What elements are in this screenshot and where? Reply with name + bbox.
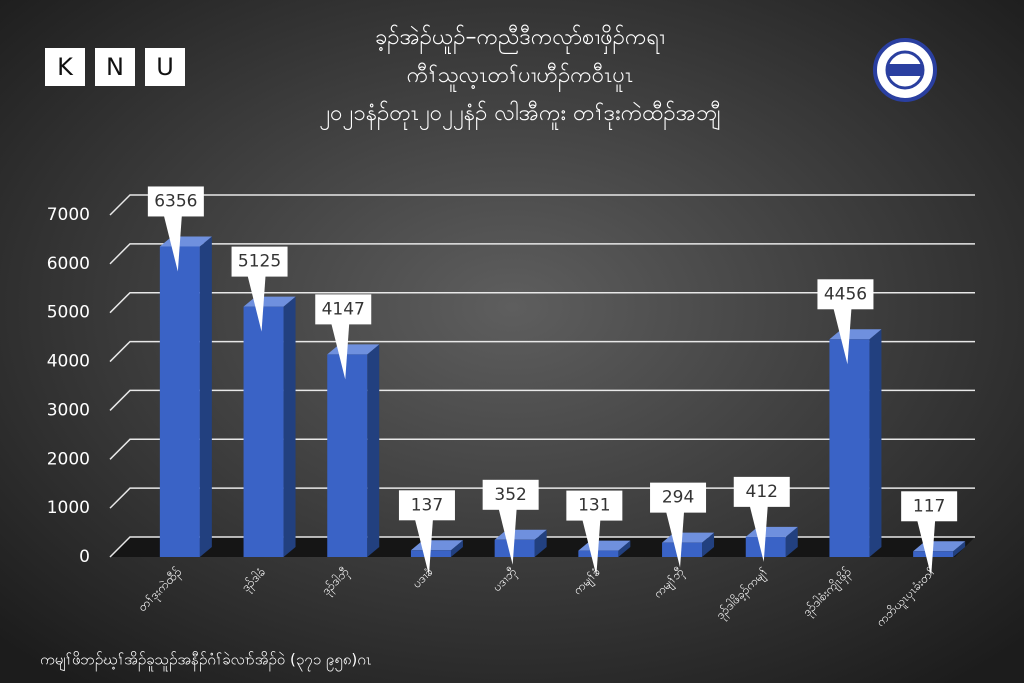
label-pointer — [666, 511, 685, 568]
label-box — [733, 476, 790, 507]
bar-front — [327, 354, 368, 557]
chart-title: ၂၀၂၁နံၣ်တုၤ၂၀၂၂နံၣ် လါအီကူး တၢ်ဒုးကဲထီၣ်… — [319, 100, 720, 130]
bar-front — [662, 542, 703, 557]
label-box — [817, 279, 874, 310]
bar-front — [829, 339, 870, 557]
bar-front — [410, 550, 451, 557]
bar-side — [199, 236, 212, 558]
bar-side — [953, 541, 966, 557]
y-tick-label: 1000 — [47, 498, 90, 518]
y-tick-label: 4000 — [47, 352, 90, 372]
bar-front — [494, 539, 535, 557]
bar-side — [869, 329, 882, 557]
data-label: 137 — [411, 495, 443, 515]
bar — [745, 526, 798, 557]
bar-front — [578, 550, 619, 557]
bar-front — [745, 536, 786, 557]
note: ကမျၢ်ဖိဘၣ်ဃ့ၢ်အိၣ်ခူသူၣ်အနီၣ်ဂံၢ်ခဲလၢာ်အ… — [40, 651, 371, 672]
data-label: 4456 — [824, 284, 867, 304]
bar-side — [283, 296, 296, 557]
grid-line — [109, 194, 975, 216]
bar-side — [534, 529, 547, 557]
brand-letter: U — [156, 53, 174, 81]
grid-line — [109, 243, 975, 265]
label-box — [901, 491, 958, 522]
grid-line — [109, 389, 975, 411]
bar — [159, 236, 212, 558]
bar-side — [702, 532, 715, 557]
label-pointer — [833, 308, 852, 365]
bar — [662, 532, 715, 557]
bar-front — [913, 551, 954, 557]
y-tick-label: 6000 — [47, 254, 90, 274]
label-pointer — [414, 519, 433, 576]
data-label: 6356 — [154, 191, 197, 211]
grid-line — [109, 340, 975, 363]
label-box — [315, 294, 372, 325]
chart-title: ခ့ၣ်အဲၣ်ယူၣ်–ကညီဒီကလုာ်စၢဖှိၣ်ကရၢ — [375, 24, 665, 55]
bar — [327, 344, 380, 557]
brand-box — [45, 48, 85, 86]
bar — [243, 296, 296, 557]
label-box — [398, 490, 455, 521]
bar-side — [785, 526, 798, 557]
y-tick-label: 3000 — [47, 400, 90, 420]
label-pointer — [247, 275, 266, 332]
label-box — [482, 479, 539, 510]
bar-side — [367, 344, 380, 557]
label-box — [147, 186, 204, 217]
data-label: 294 — [662, 488, 694, 508]
bar-front — [159, 246, 200, 558]
y-tick-label: 7000 — [47, 205, 90, 225]
bar — [829, 329, 882, 557]
data-label: 412 — [746, 482, 778, 502]
data-label: 5125 — [238, 252, 281, 272]
label-pointer — [582, 519, 601, 576]
brand-letter: K — [57, 53, 74, 81]
logo — [873, 38, 937, 102]
y-tick-label: 0 — [79, 547, 90, 567]
label-pointer — [498, 508, 517, 565]
y-tick-label: 2000 — [47, 449, 90, 469]
label-pointer — [749, 505, 768, 562]
label-pointer — [917, 520, 936, 577]
label-pointer — [331, 323, 350, 380]
label-box — [566, 490, 623, 521]
label-pointer — [163, 215, 182, 272]
bar-front — [243, 306, 284, 557]
label-box — [650, 482, 707, 513]
y-tick-label: 5000 — [47, 303, 90, 323]
chart-title: ကီၢ်သူလ့ၤတၢ်ပၢဟီၣ်ကဝီၤပူၤ — [407, 62, 633, 92]
bar-side — [618, 540, 631, 557]
data-label: 131 — [578, 496, 610, 516]
data-label: 4147 — [322, 299, 365, 319]
brand-box — [145, 48, 185, 86]
brand-letter: N — [106, 53, 124, 81]
grid-line — [109, 438, 975, 460]
data-label: 117 — [913, 496, 945, 516]
bar-side — [450, 540, 463, 557]
brand-box — [95, 48, 135, 86]
bar — [494, 529, 547, 557]
label-box — [231, 246, 288, 277]
grid-line — [109, 291, 975, 314]
data-label: 352 — [494, 485, 526, 505]
